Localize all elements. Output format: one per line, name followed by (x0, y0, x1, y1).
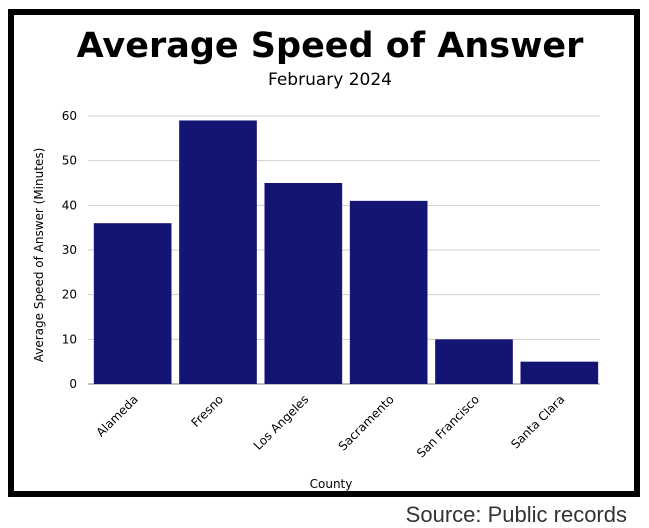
y-tick-label: 30 (62, 243, 77, 257)
x-tick-label: San Francisco (414, 392, 482, 460)
x-tick-label: Santa Clara (508, 392, 567, 451)
x-tick-label: Sacramento (336, 392, 397, 453)
chart-title: Average Speed of Answer (77, 26, 585, 66)
chart-subtitle: February 2024 (268, 70, 392, 90)
y-tick-label: 60 (62, 109, 77, 123)
y-tick-labels: 0 10 20 30 40 50 60 (62, 109, 77, 391)
y-tick-label: 50 (62, 154, 77, 168)
y-tick-label: 10 (62, 332, 77, 346)
bar-sacramento (349, 200, 428, 384)
x-tick-labels: Alameda Fresno Los Angeles Sacramento San Fr… (93, 392, 567, 460)
bar-san-francisco (435, 339, 513, 384)
bar-los-angeles (264, 183, 343, 384)
source-note: Source: Public records (405, 502, 627, 527)
y-tick-label: 0 (69, 377, 77, 391)
grid-lines (88, 115, 600, 385)
y-tick-label: 40 (62, 198, 77, 212)
bar-alameda (93, 223, 172, 384)
x-axis-label: County (310, 477, 353, 491)
y-axis-label: Average Speed of Answer (Minutes) (32, 148, 46, 363)
bars (93, 120, 599, 384)
x-tick-label: Fresno (188, 392, 226, 430)
x-tick-label: Alameda (93, 392, 140, 439)
bar-santa-clara (520, 361, 599, 384)
x-tick-label: Los Angeles (251, 392, 312, 453)
y-tick-label: 20 (62, 288, 77, 302)
bar-fresno (179, 120, 257, 384)
